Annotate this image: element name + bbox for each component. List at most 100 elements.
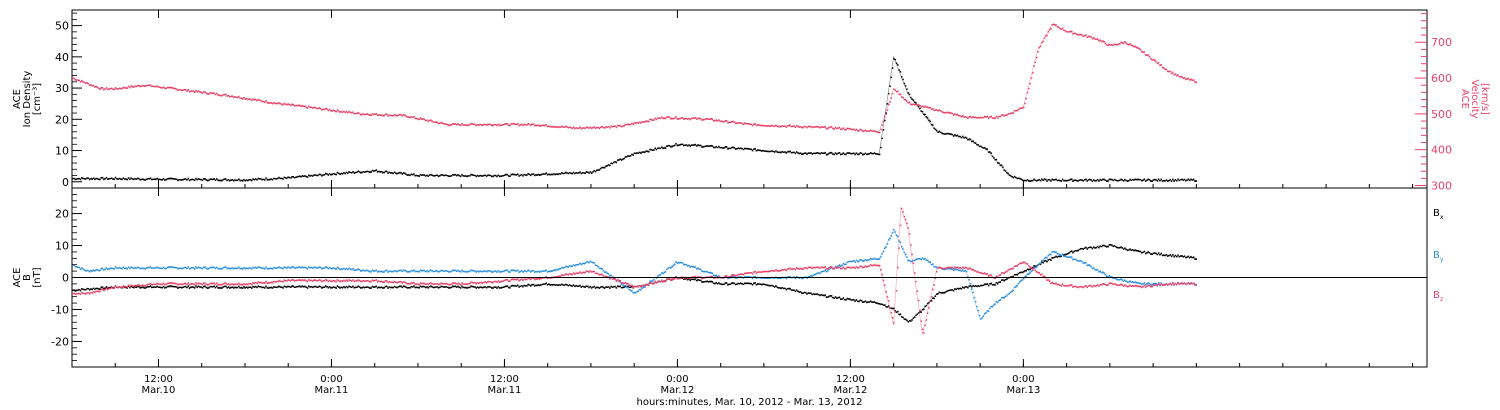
- velocity-series-point: [411, 116, 414, 118]
- density-velocity-plot-frame: [71, 9, 1428, 189]
- field-series-by-point: [991, 306, 994, 308]
- velocity-tick-label: 700: [1431, 36, 1452, 49]
- field-series-bz-point: [986, 273, 989, 275]
- ion-density-series-point: [929, 120, 931, 123]
- field-series-by-point: [950, 268, 952, 270]
- velocity-series-point: [646, 120, 649, 123]
- ion-density-series-point: [271, 179, 274, 181]
- field-series-by-point: [184, 266, 187, 269]
- field-series-bz-point: [269, 282, 271, 284]
- field-series-bx-point: [614, 285, 616, 288]
- velocity-series-point: [642, 121, 645, 123]
- field-series-bx-point: [353, 287, 355, 289]
- field-ylabel-line: B: [22, 274, 33, 281]
- ion-density-series-point: [234, 179, 236, 181]
- field-series-bx-point: [330, 287, 332, 289]
- velocity-series-point: [1038, 46, 1040, 49]
- field-series-by-point: [921, 257, 924, 259]
- ion-density-series-point: [244, 180, 246, 182]
- velocity-series-point: [100, 87, 102, 89]
- field-series-bz-point: [221, 284, 223, 286]
- field-series-bx-point: [997, 283, 999, 285]
- ion-density-series-point: [950, 133, 952, 135]
- ion-density-series-point: [842, 152, 845, 154]
- velocity-series-point: [74, 79, 77, 81]
- ion-density-series-point: [821, 152, 824, 154]
- field-series-bz-point: [674, 278, 676, 280]
- field-series-by-point: [204, 266, 206, 268]
- field-series-bz-point: [907, 227, 909, 229]
- velocity-series-point: [243, 97, 245, 99]
- field-series-bz-point: [264, 282, 266, 285]
- ion-density-series-point: [628, 155, 631, 157]
- field-series-bx-point: [712, 282, 715, 285]
- field-series-bx-point: [463, 286, 466, 289]
- velocity-series-point: [511, 122, 514, 125]
- velocity-series-point: [208, 93, 210, 95]
- velocity-series-point: [860, 129, 863, 131]
- field-series-by-point: [779, 277, 781, 279]
- field-series-by-point: [747, 276, 750, 278]
- field-series-by-point: [535, 270, 537, 273]
- ion-density-series-point: [423, 174, 426, 176]
- ion-density-series-point: [269, 178, 271, 181]
- field-series-by-point: [1096, 269, 1099, 271]
- field-series-bz-point: [478, 282, 480, 285]
- velocity-series-point: [453, 123, 455, 125]
- velocity-series-point: [584, 127, 586, 130]
- field-series-bx-point: [386, 285, 388, 288]
- field-series-bx-point: [1126, 249, 1129, 252]
- velocity-series-point: [710, 118, 712, 120]
- velocity-series-point: [421, 118, 423, 120]
- field-series-bz-point: [197, 282, 200, 284]
- density-tick-label: 20: [55, 113, 69, 126]
- field-series-bx-point: [1016, 274, 1018, 276]
- velocity-series-point: [1006, 114, 1008, 116]
- field-series-bz-point: [742, 273, 745, 276]
- ion-density-series-point: [188, 179, 191, 182]
- field-series-bz-point: [911, 253, 913, 256]
- velocity-series-point: [832, 127, 834, 130]
- field-series-bz-point: [706, 276, 708, 278]
- ion-density-series-point: [1059, 180, 1061, 182]
- velocity-series-point: [1142, 51, 1144, 53]
- field-series-by-point: [389, 270, 392, 273]
- field-series-bx-point: [880, 303, 882, 305]
- velocity-series-point: [212, 92, 214, 95]
- field-series-bz-point: [1033, 267, 1035, 269]
- velocity-series-point: [1157, 61, 1160, 64]
- ion-density-series-point: [1168, 179, 1170, 182]
- velocity-series-point: [319, 107, 322, 110]
- field-series-bx-point: [1028, 269, 1030, 271]
- velocity-series-point: [244, 98, 246, 100]
- velocity-series-point: [1089, 35, 1091, 38]
- velocity-series-point: [321, 109, 323, 111]
- velocity-series-point: [590, 127, 593, 130]
- ion-density-series-point: [1170, 180, 1173, 182]
- ion-density-series-point: [737, 147, 739, 149]
- velocity-series-point: [125, 87, 127, 89]
- field-series-bx-point: [261, 286, 263, 289]
- velocity-series-point: [397, 114, 400, 116]
- field-series-bx-point: [832, 296, 834, 299]
- field-series-bz-point: [587, 270, 589, 272]
- field-series-bz-point: [1194, 284, 1196, 286]
- field-series-bx-point: [829, 295, 832, 297]
- field-series-bx-point: [1159, 254, 1161, 256]
- velocity-series-point: [344, 111, 346, 114]
- velocity-series-point: [393, 114, 396, 116]
- velocity-series-point: [744, 122, 746, 124]
- field-series-by-point: [1094, 268, 1096, 271]
- field-series-by-point: [408, 271, 410, 273]
- field-series-bz-point: [661, 279, 663, 282]
- field-series-bz-point: [1169, 282, 1172, 285]
- field-series-by-point: [232, 268, 235, 270]
- field-series-bx-point: [711, 281, 714, 283]
- ion-density-series-point: [727, 148, 729, 150]
- field-series-by-point: [885, 246, 887, 248]
- velocity-series-point: [644, 121, 646, 123]
- velocity-series-point: [663, 117, 666, 119]
- field-series-by-point: [760, 277, 763, 279]
- field-series-bz-point: [565, 273, 567, 275]
- ion-density-series-point: [745, 147, 747, 150]
